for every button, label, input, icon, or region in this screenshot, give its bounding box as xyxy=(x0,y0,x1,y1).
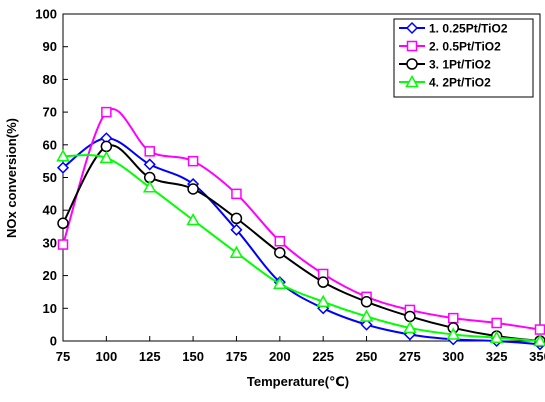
data-point-circle xyxy=(274,246,286,259)
data-point-triangle xyxy=(489,330,504,343)
x-tick-label: 150 xyxy=(182,349,204,364)
data-point-square xyxy=(491,317,502,329)
data-point-triangle xyxy=(533,333,545,347)
x-tick-label: 350 xyxy=(529,349,545,364)
data-point-square xyxy=(101,106,112,118)
data-point-square xyxy=(57,239,69,250)
series-2 xyxy=(57,106,545,335)
y-tick-label: 20 xyxy=(43,268,57,283)
data-point-triangle xyxy=(99,150,114,164)
x-tick-label: 250 xyxy=(356,349,378,364)
data-point-triangle xyxy=(142,180,157,193)
y-tick-label: 30 xyxy=(43,235,57,250)
data-point-triangle xyxy=(56,149,70,162)
x-tick-label: 300 xyxy=(442,349,464,364)
data-point-circle xyxy=(317,276,329,288)
data-point-triangle xyxy=(186,212,200,226)
legend-marker-circle xyxy=(406,58,418,70)
y-tick-label: 60 xyxy=(43,137,57,152)
x-tick-label: 225 xyxy=(312,349,334,364)
x-axis-title: Temperature(℃) xyxy=(247,374,349,389)
data-point-square xyxy=(144,146,155,157)
x-tick-label: 100 xyxy=(96,349,118,364)
y-axis-title: NOx conversion(%) xyxy=(4,118,19,238)
legend-marker-square xyxy=(406,40,418,52)
data-point-triangle xyxy=(273,276,287,290)
x-axis: 75 100 125 150 175 200 225 250 275 300 325 350 xyxy=(56,336,545,364)
y-tick-label: 80 xyxy=(43,72,57,87)
data-point-circle xyxy=(57,217,69,230)
data-point-triangle xyxy=(229,245,244,258)
legend: 1. 0.25Pt/TiO2 2. 0.5Pt/TiO2 3. 1Pt/TiO2 4.… xyxy=(393,18,534,98)
x-tick-label: 175 xyxy=(226,349,248,364)
y-tick-label: 90 xyxy=(43,39,57,54)
data-point-circle xyxy=(360,296,373,308)
x-tick-label: 75 xyxy=(56,349,70,364)
data-point-circle xyxy=(230,212,243,225)
legend-marker-diamond xyxy=(405,21,419,35)
data-point-square xyxy=(187,155,199,167)
data-point-triangle xyxy=(403,320,417,334)
y-tick-label: 10 xyxy=(43,301,57,316)
data-point-circle xyxy=(404,310,416,323)
legend-entry: 4. 2Pt/TiO2 xyxy=(399,74,491,90)
legend-label: 3. 1Pt/TiO2 xyxy=(429,58,491,72)
data-point-diamond xyxy=(230,223,243,236)
data-point-square xyxy=(448,312,459,324)
legend-box xyxy=(393,18,534,98)
data-point-triangle xyxy=(316,294,330,308)
data-point-square xyxy=(274,236,286,247)
series-layer xyxy=(56,106,545,351)
legend-label: 1. 0.25Pt/TiO2 xyxy=(429,22,508,36)
legend-marker-triangle xyxy=(405,74,419,88)
x-tick-label: 125 xyxy=(139,349,161,364)
legend-label: 2. 0.5Pt/TiO2 xyxy=(429,40,501,54)
y-tick-label: 70 xyxy=(43,105,57,120)
data-point-square xyxy=(534,324,545,335)
data-point-circle xyxy=(187,183,199,195)
data-point-triangle xyxy=(359,309,374,322)
data-point-circle xyxy=(100,140,113,153)
series-4 xyxy=(56,149,545,347)
x-tick-label: 200 xyxy=(269,349,291,364)
y-axis: 0 10 20 30 40 50 60 70 80 90 100 xyxy=(35,7,68,349)
series-3 xyxy=(57,140,545,347)
y-tick-label: 0 xyxy=(50,334,57,349)
data-point-diamond xyxy=(143,158,156,171)
y-tick-label: 100 xyxy=(35,7,57,22)
legend-entry: 1. 0.25Pt/TiO2 xyxy=(399,22,508,36)
x-tick-label: 275 xyxy=(399,349,421,364)
x-tick-label: 325 xyxy=(486,349,508,364)
y-tick-label: 50 xyxy=(43,170,57,185)
data-point-triangle xyxy=(446,327,461,340)
y-tick-label: 40 xyxy=(43,203,57,218)
legend-entry: 3. 1Pt/TiO2 xyxy=(399,58,491,72)
legend-entry: 2. 0.5Pt/TiO2 xyxy=(399,40,501,54)
data-point-diamond xyxy=(360,318,373,331)
legend-label: 4. 2Pt/TiO2 xyxy=(429,76,491,90)
data-point-diamond xyxy=(56,161,70,174)
data-point-square xyxy=(231,188,242,200)
